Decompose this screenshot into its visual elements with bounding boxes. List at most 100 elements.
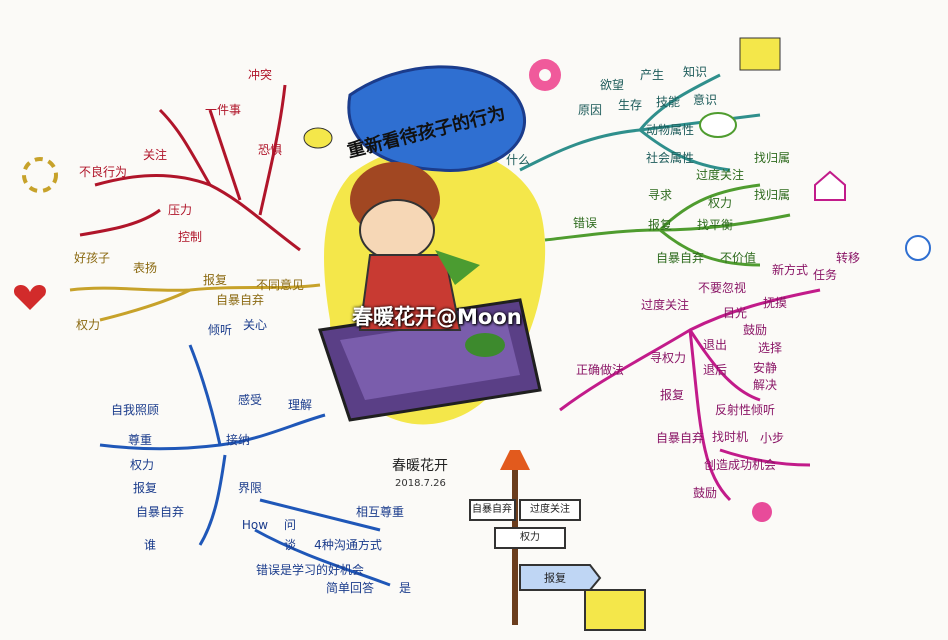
label-gold-6: 权力 xyxy=(75,318,101,332)
label-seek: 寻求 xyxy=(647,188,673,202)
label-blue-5: 自我照顾 xyxy=(110,403,160,417)
sign-4 xyxy=(519,564,602,591)
label-blue-15: 4种沟通方式 xyxy=(314,538,382,552)
label-revenge: 报复 xyxy=(647,218,673,232)
label-touch: 抚摸 xyxy=(762,296,788,310)
label-solve: 解决 xyxy=(752,378,778,392)
label-seek-power: 寻权力 xyxy=(649,351,687,365)
sign-label-4: 报复 xyxy=(544,571,566,585)
label-blue-16: 错误是学习的好机会 xyxy=(255,563,365,577)
branch-green xyxy=(544,183,791,267)
label-belong1: 找归属 xyxy=(753,151,791,165)
label-red-6: 控制 xyxy=(177,230,203,244)
label-correct: 正确做法 xyxy=(575,363,625,377)
label-gold-1: 好孩子 xyxy=(73,251,111,265)
label-awareness: 意识 xyxy=(692,93,718,107)
heart-icon xyxy=(13,284,47,310)
label-encourage: 鼓励 xyxy=(742,323,768,337)
label-skill: 技能 xyxy=(655,95,681,109)
label-blue-8: 权力 xyxy=(129,458,155,472)
label-red-3: 一件事 xyxy=(204,103,242,117)
label-no-value: 不价值 xyxy=(719,251,757,265)
sign-3 xyxy=(494,527,566,549)
label-over-attn: 过度关注 xyxy=(640,298,690,312)
scissors-icon xyxy=(22,157,58,193)
clock-icon xyxy=(905,235,931,261)
label-retreat: 退后 xyxy=(702,363,728,377)
label-encourage2: 鼓励 xyxy=(692,486,718,500)
branch-magenta xyxy=(559,288,821,502)
label-desire: 欲望 xyxy=(599,78,625,92)
label-eye: 目光 xyxy=(722,306,748,320)
label-redirect: 转移 xyxy=(835,251,861,265)
label-gold-4: 自暴自弃 xyxy=(215,293,265,307)
label-blue-7: 尊重 xyxy=(127,433,153,447)
watermark-text: 春暖花开@Moon xyxy=(352,305,522,329)
label-over-care: 过度关注 xyxy=(695,168,745,182)
branch-gold xyxy=(69,283,321,322)
label-gold-2: 表扬 xyxy=(132,261,158,275)
label-find-timing: 找时机 xyxy=(711,430,749,444)
label-create: 创造成功机会 xyxy=(703,458,777,472)
house-bottom-icon xyxy=(584,589,646,631)
label-blue-12: How xyxy=(241,518,269,532)
sign-label-1: 自暴自弃 xyxy=(472,504,512,515)
label-survive: 生存 xyxy=(617,98,643,112)
label-exit: 退出 xyxy=(702,338,728,352)
boy-scarf xyxy=(435,250,480,285)
label-society: 社会属性 xyxy=(645,151,695,165)
signature: 春暖花开 xyxy=(392,458,448,474)
label-belong2: 找归属 xyxy=(753,188,791,202)
label-gold-5: 不同意见 xyxy=(255,278,305,292)
sign-1 xyxy=(469,499,516,521)
label-blue-1: 倾听 xyxy=(207,323,233,337)
label-new: 新方式 xyxy=(771,263,809,277)
label-gold-3: 报复 xyxy=(202,273,228,287)
label-fairness: 找平衡 xyxy=(696,218,734,232)
boy-leg xyxy=(465,333,505,357)
book-icon xyxy=(739,37,781,71)
sign-2 xyxy=(519,499,581,521)
label-quiet: 安静 xyxy=(752,361,778,375)
label-reason: 原因 xyxy=(577,103,603,117)
sign-label-2: 过度关注 xyxy=(530,504,570,515)
label-blue-19: 相互尊重 xyxy=(355,505,405,519)
label-blue-9: 报复 xyxy=(132,481,158,495)
label-knowledge: 知识 xyxy=(682,65,708,79)
label-blue-18: 是 xyxy=(398,581,412,595)
house-icon xyxy=(814,170,846,201)
label-task: 任务 xyxy=(812,268,838,282)
title-bubble xyxy=(347,65,527,172)
label-small-step: 小步 xyxy=(759,431,785,445)
branch-blue xyxy=(99,344,391,587)
label-self-give: 自暴自弃 xyxy=(655,251,705,265)
flower-icon xyxy=(752,502,772,522)
label-ignore: 不要忽视 xyxy=(697,281,747,295)
label-self-give2: 自暴自弃 xyxy=(655,431,705,445)
label-red-1: 不良行为 xyxy=(78,165,128,179)
branch-red xyxy=(79,84,301,252)
label-red-5: 压力 xyxy=(167,203,193,217)
label-blue-2: 关心 xyxy=(242,318,268,332)
label-power: 权力 xyxy=(707,196,733,210)
duck-icon xyxy=(303,127,333,149)
label-blue-10: 自暴自弃 xyxy=(135,505,185,519)
label-revenge2: 报复 xyxy=(659,388,685,402)
sign-label-3: 权力 xyxy=(520,532,540,543)
signature-date: 2018.7.26 xyxy=(395,478,446,489)
label-wrong: 错误 xyxy=(572,216,598,230)
label-blue-11: 界限 xyxy=(237,481,263,495)
label-blue-14: 谈 xyxy=(283,538,297,552)
label-blue-4: 理解 xyxy=(287,398,313,412)
label-blue-3: 感受 xyxy=(237,393,263,407)
label-red-7: 恐惧 xyxy=(257,143,283,157)
label-blue-6: 接纳 xyxy=(225,433,251,447)
label-reflect: 反射性倾听 xyxy=(714,403,776,417)
label-blue-17: 简单回答 xyxy=(325,581,375,595)
sheep-icon xyxy=(699,112,737,138)
donut-icon xyxy=(529,59,561,91)
label-red-2: 关注 xyxy=(142,148,168,162)
boy-body xyxy=(358,254,462,331)
label-why: 什么 xyxy=(505,153,531,167)
